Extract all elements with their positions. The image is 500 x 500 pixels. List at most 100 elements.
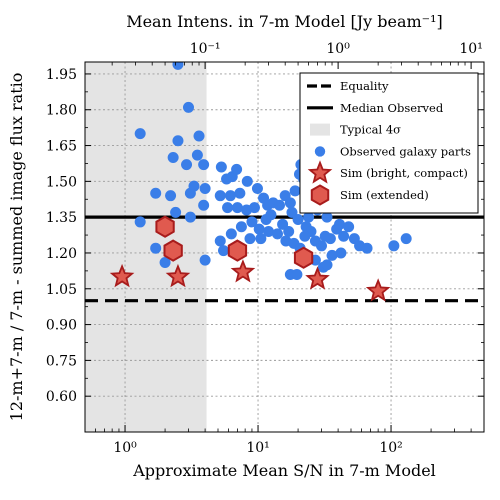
observed-galaxy-parts-point	[218, 245, 230, 257]
observed-galaxy-parts-point	[214, 190, 226, 202]
observed-galaxy-parts-point	[134, 128, 146, 140]
observed-galaxy-parts-point	[343, 221, 355, 233]
observed-galaxy-parts-point	[299, 230, 311, 242]
observed-galaxy-parts-point	[303, 211, 315, 223]
observed-galaxy-parts-point	[361, 242, 373, 254]
x-tick-label: 10⁰	[113, 440, 137, 456]
sim-bright-compact-point	[165, 263, 191, 288]
observed-galaxy-parts-point	[198, 159, 210, 171]
legend-observed-handle	[314, 146, 326, 157]
observed-galaxy-parts-point	[335, 247, 347, 259]
legend-label: Sim (bright, compact)	[340, 166, 468, 180]
legend-label: Observed galaxy parts	[340, 144, 471, 158]
observed-galaxy-parts-point	[273, 199, 285, 211]
sim-extended-point	[227, 239, 248, 262]
y-tick-label: 1.05	[46, 282, 77, 298]
observed-galaxy-parts-point	[292, 214, 304, 226]
observed-galaxy-parts-point	[231, 202, 243, 214]
observed-galaxy-parts-point	[182, 101, 194, 113]
observed-galaxy-parts-point	[172, 135, 184, 147]
y-tick-label: 0.75	[46, 353, 77, 369]
legend-label: Sim (extended)	[340, 188, 429, 202]
observed-galaxy-parts-point	[255, 233, 267, 245]
observed-galaxy-parts-point	[150, 187, 162, 199]
top-x-axis-title: Mean Intens. in 7-m Model [Jy beam⁻¹]	[126, 12, 443, 31]
y-tick-label: 0.90	[46, 318, 77, 334]
observed-galaxy-parts-point	[253, 223, 265, 235]
observed-galaxy-parts-point	[234, 187, 246, 199]
observed-galaxy-parts-point	[248, 202, 260, 214]
plot-frame	[84, 61, 485, 433]
observed-galaxy-parts-point	[388, 240, 400, 252]
observed-galaxy-parts-point	[172, 62, 184, 70]
observed-galaxy-parts-point	[289, 185, 301, 197]
observed-galaxy-parts-point	[286, 206, 298, 218]
legend-label: Equality	[340, 79, 389, 93]
observed-galaxy-parts-point	[184, 211, 196, 223]
legend-label: Typical 4σ	[340, 123, 401, 137]
observed-galaxy-parts-point	[321, 259, 333, 271]
legend-label: Median Observed	[340, 101, 444, 115]
observed-galaxy-parts-point	[191, 149, 203, 161]
observed-galaxy-parts-point	[181, 159, 193, 171]
observed-galaxy-parts-point	[235, 221, 247, 233]
observed-galaxy-parts-point	[231, 163, 243, 175]
sim-extended-point	[155, 215, 175, 238]
observed-galaxy-parts-point	[321, 211, 333, 223]
y-tick-label: 1.50	[46, 174, 77, 190]
observed-galaxy-parts-point	[283, 225, 295, 237]
observed-galaxy-parts-point	[271, 228, 283, 240]
observed-galaxy-parts-point	[199, 254, 211, 266]
observed-galaxy-parts-point	[188, 180, 200, 192]
observed-galaxy-parts-point	[198, 199, 210, 211]
x-tick-label: 10²	[379, 440, 402, 456]
x-tick-label: 10¹	[246, 440, 269, 456]
sim-bright-compact-point	[109, 263, 135, 288]
observed-galaxy-parts-point	[284, 197, 296, 209]
y-tick-label: 1.20	[46, 246, 77, 262]
observed-galaxy-parts-point	[224, 190, 236, 202]
legend-sim-extended-handle	[310, 184, 330, 206]
sim-extended-point	[163, 239, 183, 262]
y-axis-title: 12-m+7-m / 7-m - summed image flux ratio	[7, 73, 26, 422]
y-tick-label: 0.60	[46, 389, 77, 405]
observed-galaxy-parts-point	[159, 257, 171, 269]
x-axis-title: Approximate Mean S/N in 7-m Model	[132, 461, 436, 480]
y-tick-label: 1.65	[46, 139, 77, 155]
legend: Equality Median Observed Typical 4σ Observe…	[299, 72, 479, 214]
observed-galaxy-parts-point	[315, 240, 327, 252]
legend-items: Equality Median Observed Typical 4σ Observe…	[307, 79, 471, 206]
observed-galaxy-parts-point	[277, 218, 289, 230]
y-tick-label: 1.35	[46, 210, 77, 226]
legend-box	[299, 72, 479, 214]
observed-galaxy-parts-point	[251, 183, 263, 195]
axis-ticks: 0.60 0.75 0.90 1.05 1.20 1.35 1.50 1.65 1.80 1.95…	[46, 41, 484, 456]
sim-bright-compact-point	[365, 278, 391, 302]
observed-galaxy-parts-point	[214, 235, 226, 247]
top-x-tick-label: 10¹	[459, 41, 482, 57]
observed-galaxy-parts-point	[244, 233, 256, 245]
observed-galaxy-parts-point	[246, 216, 258, 228]
observed-galaxy-parts-point	[338, 230, 350, 242]
observed-galaxy-parts-point	[265, 209, 277, 221]
observed-galaxy-parts-point	[241, 175, 253, 187]
top-x-tick-label: 10⁻¹	[190, 41, 221, 57]
sim-extended-point	[293, 246, 314, 269]
legend-sim-compact-handle	[307, 160, 333, 184]
y-tick-label: 1.80	[46, 103, 77, 119]
sim-bright-compact-point	[230, 259, 256, 283]
observed-galaxy-parts-point	[222, 202, 234, 214]
observed-galaxy-parts-point	[193, 130, 205, 142]
reference-lines	[85, 215, 484, 303]
observed-galaxy-parts-point	[134, 216, 146, 228]
observed-galaxy-parts-point	[280, 235, 292, 247]
observed-galaxy-parts-point	[150, 242, 162, 254]
observed-galaxy-parts-point	[215, 161, 227, 173]
sim-bright-compact-point	[305, 266, 330, 290]
observed-galaxy-parts-point	[170, 206, 182, 218]
observed-galaxy-parts-point	[291, 268, 303, 280]
observed-galaxy-parts-point	[225, 228, 237, 240]
observed-galaxy-parts-point	[400, 233, 412, 245]
observed-galaxy-parts-point	[199, 183, 211, 195]
